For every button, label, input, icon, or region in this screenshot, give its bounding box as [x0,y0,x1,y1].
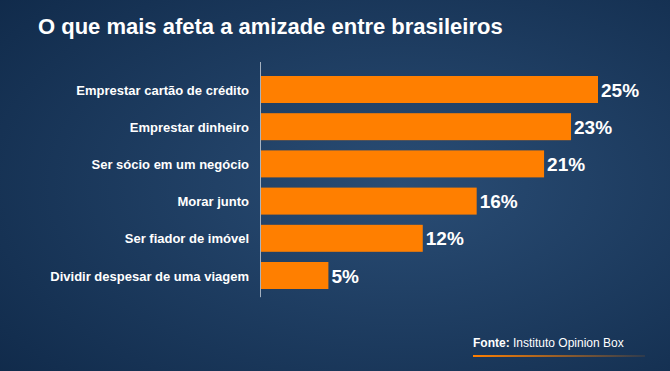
source-text: Instituto Opinion Box [510,336,624,350]
data-label: 16% [480,191,518,212]
category-label: Dividir despesar de uma viagem [50,269,249,284]
category-label: Emprestar cartão de crédito [76,83,249,98]
category-label: Emprestar dinheiro [130,120,249,135]
chart-svg: O que mais afeta a amizade entre brasile… [0,0,670,371]
category-label: Ser sócio em um negócio [92,157,250,172]
source-underline [473,355,645,357]
chart-container: O que mais afeta a amizade entre brasile… [0,0,670,371]
axis-line [260,62,261,297]
bar [261,188,477,215]
bar [261,225,423,252]
background [0,0,670,371]
source-prefix: Fonte: [473,336,510,350]
bar [261,150,544,177]
category-label: Morar junto [178,194,250,209]
data-label: 23% [574,117,612,138]
data-label: 25% [601,80,639,101]
bars [261,76,598,289]
bar [261,76,598,103]
category-label: Ser fiador de imóvel [125,231,249,246]
data-label: 5% [331,266,359,287]
data-label: 21% [547,154,585,175]
data-label: 12% [426,228,464,249]
bar [261,262,328,289]
source: Fonte: Instituto Opinion Box [473,336,624,350]
bar [261,113,571,140]
title: O que mais afeta a amizade entre brasile… [38,14,503,39]
